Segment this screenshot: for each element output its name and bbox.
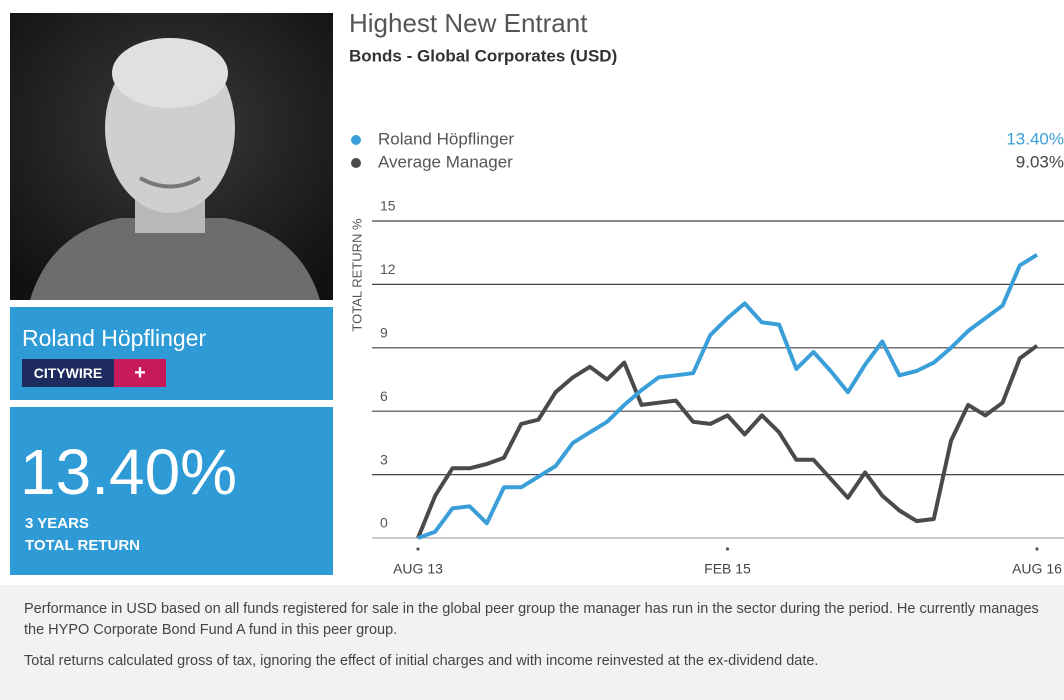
x-tick (416, 547, 419, 550)
y-tick-label: 12 (380, 261, 396, 277)
x-tick-label: AUG 16 (1012, 561, 1062, 577)
legend-marker (351, 158, 361, 168)
x-tick-label: AUG 13 (393, 561, 443, 577)
y-tick-label: 15 (380, 198, 396, 214)
series-line (418, 255, 1037, 538)
page: Roland Höpflinger CITYWIRE + 13.40% 3 YE… (0, 0, 1064, 700)
y-axis-title: TOTAL RETURN % (349, 218, 364, 332)
legend-label: Average Manager (378, 152, 513, 171)
footer: Performance in USD based on all funds re… (0, 585, 1064, 700)
chart: Highest New Entrant Bonds - Global Corpo… (0, 0, 1064, 585)
legend-value: 13.40% (1006, 129, 1064, 148)
legend-label: Roland Höpflinger (378, 129, 514, 148)
y-tick-label: 9 (380, 325, 388, 341)
chart-title: Highest New Entrant (349, 8, 588, 38)
y-tick-label: 3 (380, 451, 388, 467)
footer-note: Total returns calculated gross of tax, i… (24, 651, 1040, 672)
legend-marker (351, 135, 361, 145)
series-line (418, 346, 1037, 538)
x-tick-label: FEB 15 (704, 561, 751, 577)
y-tick-label: 0 (380, 515, 388, 531)
chart-subtitle: Bonds - Global Corporates (USD) (349, 46, 617, 65)
x-tick (726, 547, 729, 550)
x-tick (1035, 547, 1038, 550)
y-tick-label: 6 (380, 388, 388, 404)
legend-value: 9.03% (1016, 152, 1064, 171)
footer-note: Performance in USD based on all funds re… (24, 599, 1040, 641)
